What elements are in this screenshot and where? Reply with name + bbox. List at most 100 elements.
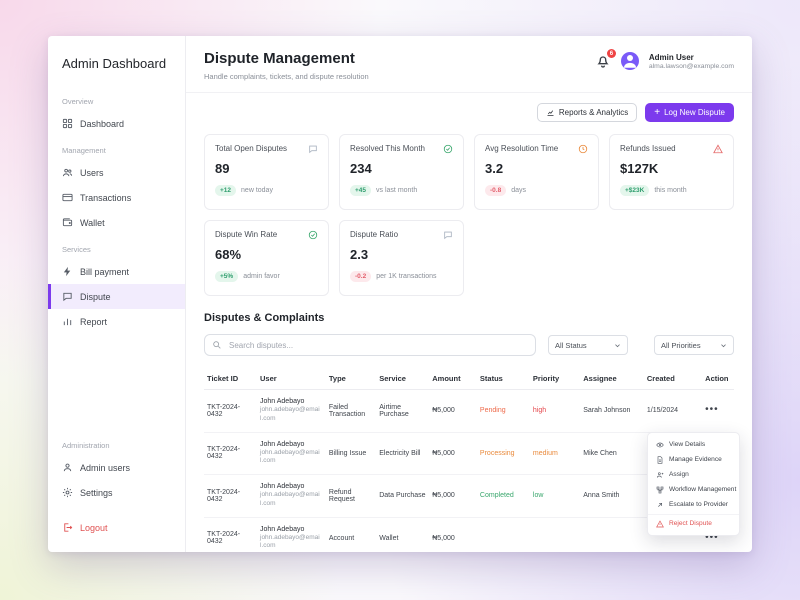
- menu-item-manage-evidence[interactable]: Manage Evidence: [648, 452, 739, 467]
- row-actions-button[interactable]: •••: [705, 404, 719, 416]
- disputes-table: Ticket ID User Type Service Amount Statu…: [204, 368, 734, 552]
- user-info: Admin User alma.lawson@example.com: [649, 53, 734, 70]
- menu-item-label: Reject Dispute: [669, 520, 712, 527]
- action-cell: •••: [702, 389, 734, 433]
- stat-value: 68%: [215, 247, 242, 262]
- stats-grid: Total Open Disputes 89 +12 new today Reso…: [204, 134, 734, 296]
- search-input[interactable]: [204, 334, 536, 356]
- sidebar-item-settings[interactable]: Settings: [48, 480, 185, 505]
- menu-item-escalate-to-provider[interactable]: Escalate to Provider: [648, 497, 739, 512]
- logout-button[interactable]: Logout: [48, 515, 185, 540]
- notification-bell-icon[interactable]: 6: [595, 49, 616, 69]
- reports-analytics-button[interactable]: Reports & Analytics: [536, 103, 638, 122]
- sidebar-item-wallet[interactable]: Wallet: [48, 210, 185, 235]
- sidebar-item-bill-payment[interactable]: Bill payment: [48, 259, 185, 284]
- stat-badge: -0.8: [485, 185, 507, 196]
- col-ticket-id: Ticket ID: [204, 368, 257, 390]
- amount-cell: ₦5,000: [429, 389, 477, 433]
- chat-bubble-icon: [443, 230, 453, 240]
- stat-title: Avg Resolution Time: [485, 144, 559, 153]
- stat-card-refunds-issued: Refunds Issued $127K +$23K this month: [609, 134, 734, 210]
- log-new-dispute-button[interactable]: + Log New Dispute: [645, 103, 734, 122]
- stat-value: $127K: [620, 161, 659, 176]
- logout-icon: [62, 522, 73, 533]
- sidebar-item-label: Bill payment: [80, 266, 130, 277]
- stat-title: Resolved This Month: [350, 144, 425, 153]
- col-type: Type: [325, 368, 377, 390]
- stat-note: days: [511, 187, 526, 194]
- ticket-id: TKT-2024-0432: [204, 432, 257, 476]
- menu-item-workflow-management[interactable]: Workflow Management: [648, 482, 739, 497]
- table-header-row: Ticket ID User Type Service Amount Statu…: [204, 368, 734, 390]
- priority-filter-select[interactable]: All Priorities: [654, 335, 734, 355]
- menu-item-label: Escalate to Provider: [669, 501, 729, 508]
- ticket-id: TKT-2024-0432: [204, 389, 257, 433]
- service-cell: Data Purchase: [376, 474, 430, 518]
- chevron-down-icon: [614, 342, 621, 349]
- stat-note: new today: [241, 187, 273, 194]
- priority-cell: low: [529, 474, 581, 518]
- service-cell: Wallet: [376, 517, 430, 552]
- menu-item-label: View Details: [669, 441, 706, 448]
- amount-cell: ₦5,000: [429, 517, 477, 552]
- sidebar-item-admin-users[interactable]: Admin users: [48, 455, 185, 480]
- sidebar-item-label: Transactions: [80, 192, 132, 203]
- status-filter-value: All Status: [555, 340, 587, 350]
- sidebar-section-services-label: Services: [62, 245, 91, 254]
- sidebar-item-report[interactable]: Report: [48, 309, 185, 334]
- type-cell: Billing Issue: [325, 432, 377, 476]
- chat-bubble-icon: [62, 291, 73, 302]
- sidebar-item-label: Users: [80, 167, 104, 178]
- sidebar-spacer: [48, 334, 185, 431]
- amount-cell: ₦5,000: [429, 474, 477, 518]
- sidebar-item-label: Dispute: [80, 291, 111, 302]
- stat-value: 2.3: [350, 247, 369, 262]
- sidebar-section-overview-label: Overview: [62, 97, 94, 106]
- priority-cell: [529, 517, 581, 552]
- created-cell: 1/15/2024: [643, 389, 703, 433]
- log-new-dispute-label: Log New Dispute: [664, 108, 725, 117]
- table-row: TKT-2024-0432 John Adebayo john.adebayo@e…: [204, 432, 734, 476]
- avatar[interactable]: [620, 52, 639, 70]
- col-priority: Priority: [529, 368, 581, 390]
- page-header-text: Dispute Management Handle complaints, ti…: [204, 50, 369, 81]
- chat-bubble-icon: [308, 144, 318, 154]
- check-circle-icon: [443, 144, 453, 154]
- chevron-down-icon: [720, 342, 727, 349]
- stat-badge: +$23K: [620, 185, 650, 196]
- stat-badge: -0.2: [350, 271, 372, 282]
- stat-value: 89: [215, 161, 230, 176]
- user-cell: John Adebayo john.adebayo@email.com: [257, 517, 326, 552]
- status-filter-select[interactable]: All Status: [548, 335, 628, 355]
- dashboard-grid-icon: [62, 118, 73, 129]
- menu-item-reject-dispute[interactable]: Reject Dispute: [648, 514, 739, 531]
- logout-label: Logout: [80, 522, 108, 533]
- menu-item-label: Workflow Management: [669, 486, 737, 493]
- search-icon: [212, 340, 222, 350]
- users-icon: [62, 167, 73, 178]
- stat-card-dispute-win-rate: Dispute Win Rate 68% +5% admin favor: [204, 220, 329, 296]
- sidebar-item-dashboard[interactable]: Dashboard: [48, 111, 185, 136]
- sidebar-item-label: Report: [80, 316, 108, 327]
- bar-chart-icon: [62, 316, 73, 327]
- user-cell: John Adebayo john.adebayo@email.com: [257, 474, 326, 518]
- type-cell: Failed Transaction: [325, 389, 377, 433]
- main-content: Total Open Disputes 89 +12 new today Reso…: [186, 122, 752, 552]
- gear-icon: [62, 487, 73, 498]
- row-actions-button[interactable]: •••: [705, 531, 719, 543]
- col-action: Action: [702, 368, 734, 390]
- menu-item-view-details[interactable]: View Details: [648, 437, 739, 452]
- col-status: Status: [476, 368, 530, 390]
- sidebar-item-users[interactable]: Users: [48, 160, 185, 185]
- sidebar-item-transactions[interactable]: Transactions: [48, 185, 185, 210]
- stat-badge: +12: [215, 185, 237, 196]
- sidebar-item-dispute[interactable]: Dispute: [48, 284, 185, 309]
- col-user: User: [257, 368, 326, 390]
- stat-note: vs last month: [376, 187, 418, 194]
- assignee-cell: Anna Smith: [580, 474, 644, 518]
- app-title: Admin Dashboard: [62, 56, 167, 71]
- menu-item-assign[interactable]: Assign: [648, 467, 739, 482]
- analytics-icon: [546, 108, 555, 117]
- status-cell: Pending: [476, 389, 530, 433]
- wallet-icon: [62, 217, 73, 228]
